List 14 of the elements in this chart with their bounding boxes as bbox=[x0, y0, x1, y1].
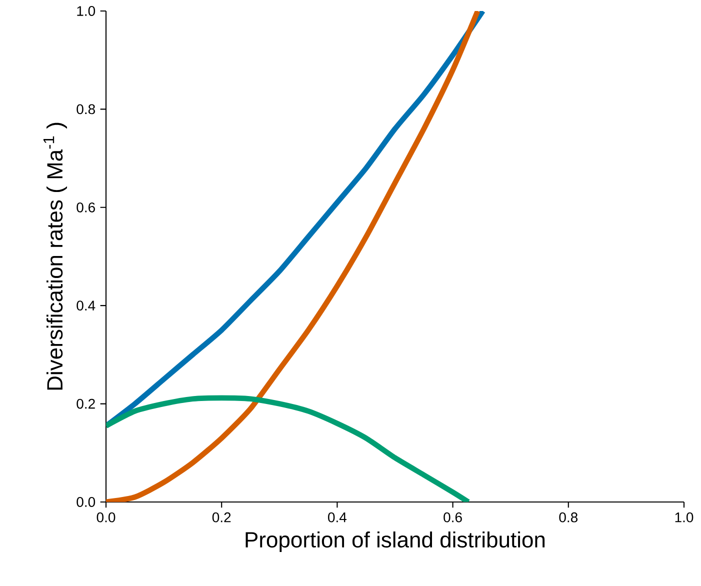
x-axis-title: Proportion of island distribution bbox=[246, 531, 545, 552]
y-tick-label: 0.8 bbox=[76, 104, 95, 114]
x-tick-label: 0.2 bbox=[212, 512, 231, 522]
x-tick-label: 0.0 bbox=[96, 512, 116, 522]
y-tick-label: 0.0 bbox=[76, 497, 96, 507]
y-tick-label: 1.0 bbox=[77, 6, 96, 16]
y-tick-label: 0.6 bbox=[76, 202, 95, 212]
y-tick-label: 0.4 bbox=[76, 300, 96, 311]
y-axis-title: Diversification rates ( Ma$^{-1}$ ) bbox=[43, 122, 67, 390]
y-tick-label: 0.2 bbox=[76, 398, 95, 409]
x-tick-label: 0.4 bbox=[328, 512, 347, 522]
x-tick-label: 0.6 bbox=[444, 512, 462, 522]
x-tick-label: 0.8 bbox=[559, 512, 578, 522]
x-tick-label: 1.0 bbox=[675, 512, 694, 522]
